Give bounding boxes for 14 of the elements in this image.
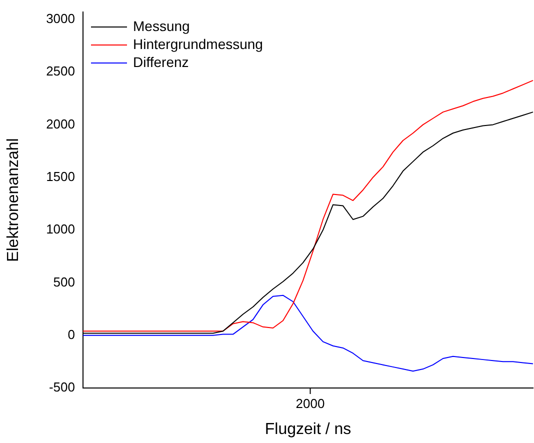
y-tick-label: 500 [53,274,75,290]
legend-label: Hintergrundmessung [133,36,263,52]
y-axis-title: Elektronenanzahl [5,138,22,262]
y-tick-label: 3000 [46,10,75,26]
y-tick-label: 1500 [46,168,75,184]
y-tick-label: 1000 [46,222,75,237]
y-tick-label: 2500 [46,64,75,79]
legend-label: Messung [133,18,190,34]
text: 2000 [296,396,325,412]
legend-label: Differenz [133,54,189,70]
y-tick-label: -500 [48,380,75,395]
y-tick-label: 2000 [46,116,75,132]
x-axis-title: Flugzeit / ns [264,420,352,438]
y-tick-label: 0 [68,326,75,342]
